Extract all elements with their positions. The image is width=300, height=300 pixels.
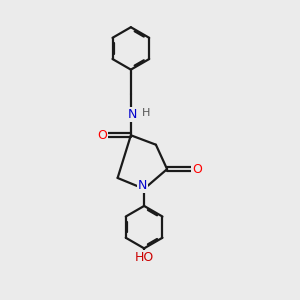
- Text: HO: HO: [134, 251, 154, 264]
- Text: O: O: [192, 163, 202, 176]
- Text: N: N: [128, 108, 137, 121]
- Text: N: N: [138, 179, 147, 192]
- Text: O: O: [97, 129, 106, 142]
- Text: H: H: [142, 108, 150, 118]
